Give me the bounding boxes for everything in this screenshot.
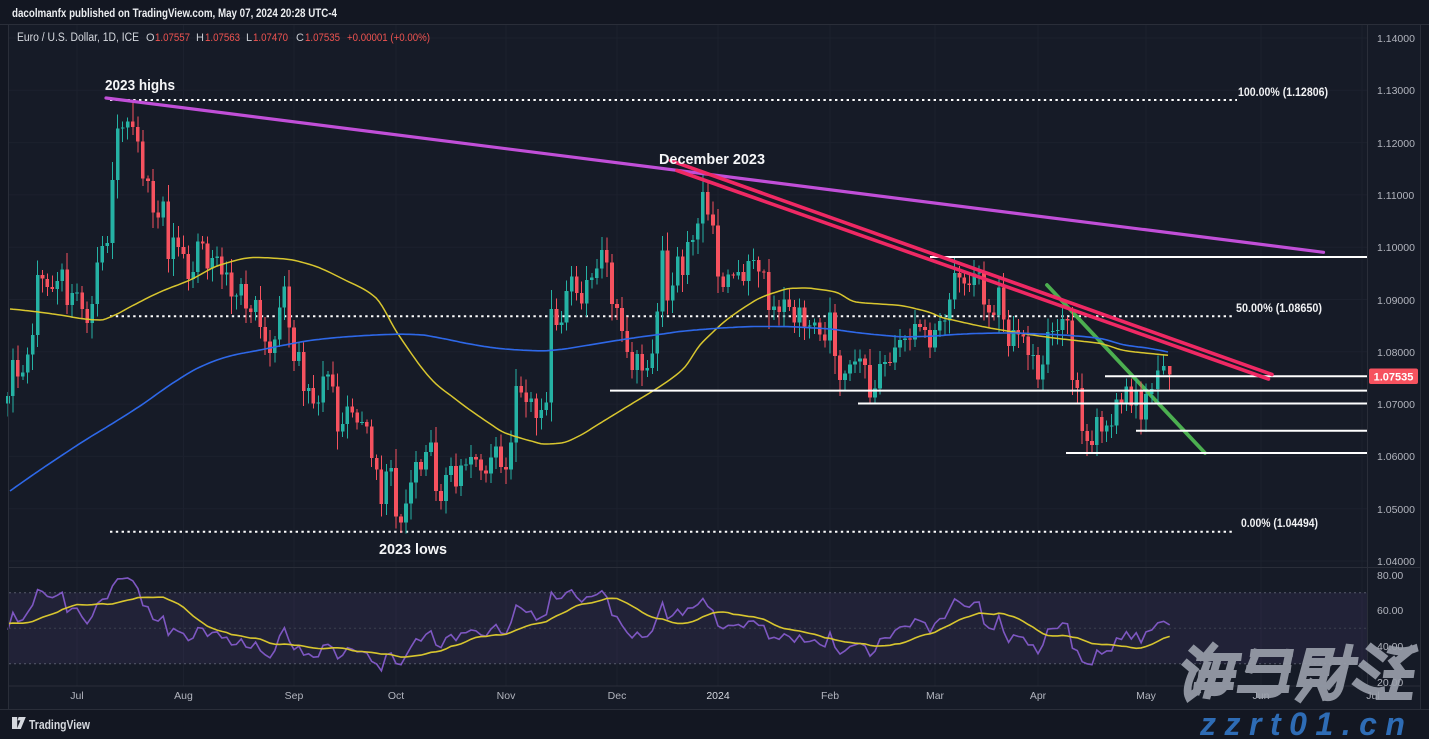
svg-text:+0.00001 (+0.00%): +0.00001 (+0.00%) bbox=[347, 32, 430, 44]
svg-text:TradingView: TradingView bbox=[29, 718, 90, 732]
svg-text:Apr: Apr bbox=[1030, 690, 1047, 702]
svg-text:1.11000: 1.11000 bbox=[1377, 190, 1414, 202]
svg-text:H: H bbox=[196, 32, 204, 44]
svg-text:1.04000: 1.04000 bbox=[1377, 556, 1415, 568]
svg-text:60.00: 60.00 bbox=[1377, 605, 1403, 617]
svg-text:Mar: Mar bbox=[926, 690, 945, 702]
svg-text:dacolmanfx published on Tradin: dacolmanfx published on TradingView.com,… bbox=[12, 6, 337, 20]
svg-text:50.00% (1.08650): 50.00% (1.08650) bbox=[1236, 303, 1322, 315]
svg-text:zzrt01.cn: zzrt01.cn bbox=[1199, 706, 1413, 739]
svg-text:1.07000: 1.07000 bbox=[1377, 399, 1415, 411]
svg-text:Nov: Nov bbox=[497, 690, 516, 702]
svg-text:1.13000: 1.13000 bbox=[1377, 85, 1415, 97]
svg-text:C: C bbox=[296, 32, 304, 44]
svg-text:Aug: Aug bbox=[174, 690, 193, 702]
svg-text:Oct: Oct bbox=[388, 690, 404, 702]
svg-text:1.08000: 1.08000 bbox=[1377, 347, 1415, 359]
svg-text:Euro / U.S. Dollar, 1D, ICE: Euro / U.S. Dollar, 1D, ICE bbox=[17, 32, 139, 44]
svg-text:1.12000: 1.12000 bbox=[1377, 138, 1415, 150]
svg-text:Jul: Jul bbox=[70, 690, 83, 702]
svg-text:100.00% (1.12806): 100.00% (1.12806) bbox=[1238, 87, 1328, 99]
svg-text:1.07563: 1.07563 bbox=[205, 32, 240, 44]
svg-text:1.07535: 1.07535 bbox=[305, 32, 340, 44]
svg-text:80.00: 80.00 bbox=[1377, 570, 1403, 582]
svg-text:1.05000: 1.05000 bbox=[1377, 504, 1415, 516]
svg-text:O: O bbox=[146, 32, 155, 44]
svg-text:L: L bbox=[246, 32, 252, 44]
svg-text:2023 highs: 2023 highs bbox=[105, 77, 175, 94]
svg-text:December 2023: December 2023 bbox=[659, 151, 765, 168]
svg-text:1.07535: 1.07535 bbox=[1374, 372, 1414, 384]
svg-text:May: May bbox=[1136, 690, 1157, 702]
svg-text:1.07470: 1.07470 bbox=[253, 32, 288, 44]
svg-text:Sep: Sep bbox=[285, 690, 304, 702]
svg-text:1.06000: 1.06000 bbox=[1377, 451, 1415, 463]
svg-text:Feb: Feb bbox=[821, 690, 839, 702]
svg-text:2024: 2024 bbox=[706, 690, 730, 702]
svg-text:1.09000: 1.09000 bbox=[1377, 295, 1415, 307]
svg-text:Dec: Dec bbox=[608, 690, 627, 702]
svg-text:1.10000: 1.10000 bbox=[1377, 242, 1415, 254]
svg-text:1.14000: 1.14000 bbox=[1377, 33, 1415, 45]
svg-text:0.00% (1.04494): 0.00% (1.04494) bbox=[1241, 518, 1318, 530]
svg-text:2023 lows: 2023 lows bbox=[379, 541, 447, 558]
svg-text:1.07557: 1.07557 bbox=[155, 32, 190, 44]
